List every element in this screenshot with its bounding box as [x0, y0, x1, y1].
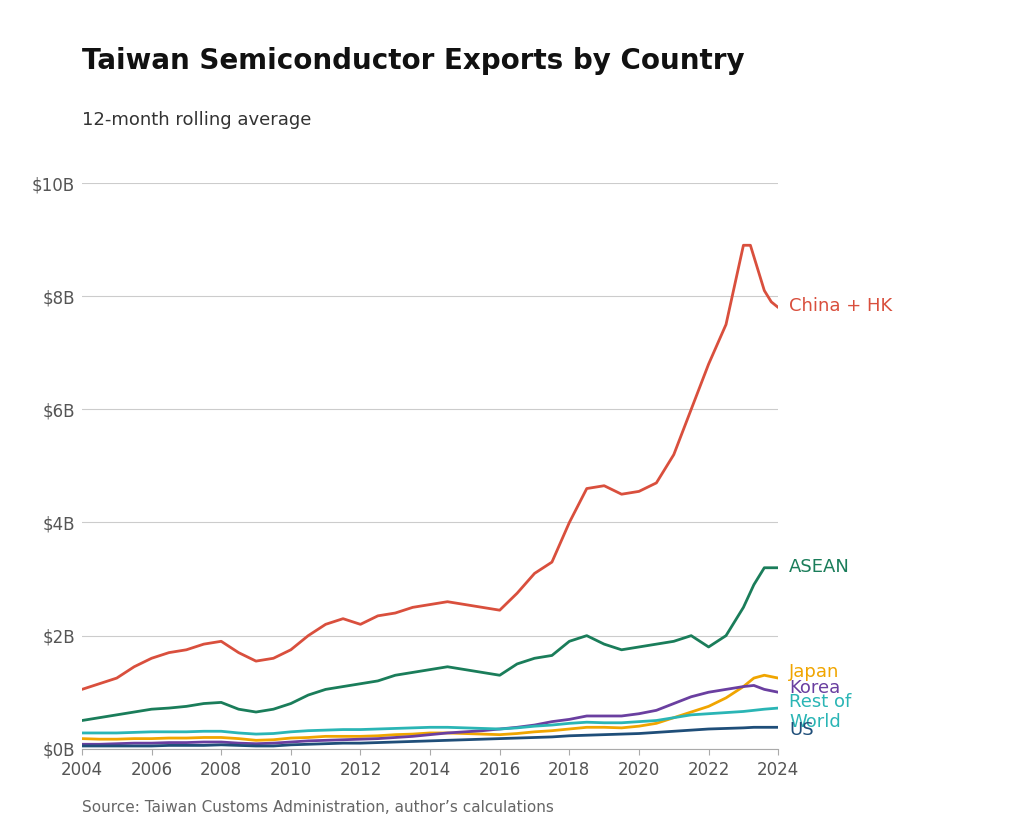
Text: 12-month rolling average: 12-month rolling average	[82, 111, 311, 129]
Text: China + HK: China + HK	[790, 297, 893, 315]
Text: Rest of
World: Rest of World	[790, 692, 852, 731]
Text: US: US	[790, 721, 814, 739]
Text: Taiwan Semiconductor Exports by Country: Taiwan Semiconductor Exports by Country	[82, 47, 744, 75]
Text: ASEAN: ASEAN	[790, 557, 850, 576]
Text: Source: Taiwan Customs Administration, author’s calculations: Source: Taiwan Customs Administration, a…	[82, 800, 554, 815]
Text: Japan: Japan	[790, 663, 840, 681]
Text: Korea: Korea	[790, 679, 841, 696]
